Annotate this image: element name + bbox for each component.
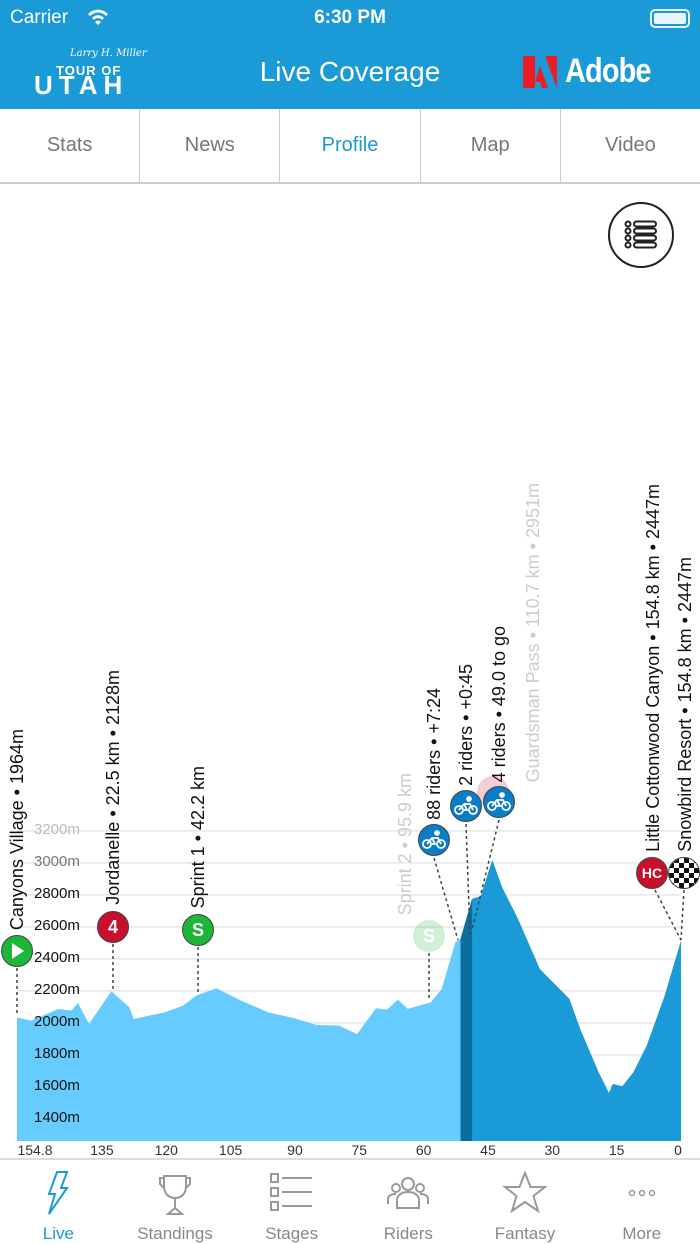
segment-tabs: Stats News Profile Map Video [0,109,700,184]
y-tick-label: 2400m [34,948,80,966]
status-bar: Carrier 6:30 PM [0,0,700,36]
group-marker-88[interactable] [418,824,450,856]
bike-icon [454,796,478,815]
marker-label: Sprint 2 • 95.9 km [395,772,415,915]
marker-label: Jordanelle • 22.5 km • 2128m [103,670,123,905]
x-tick-label: 154.8 [17,1142,53,1158]
tabbar-standings[interactable]: Standings [117,1160,234,1244]
tabbar-fantasy[interactable]: Fantasy [467,1160,584,1244]
marker-label: 88 riders • +7:24 [424,688,444,820]
x-tick-label: 105 [218,1142,243,1158]
y-tick-label: 1400m [34,1108,80,1126]
x-tick-label: 135 [90,1142,114,1158]
adobe-logo: Adobe [523,52,666,91]
bike-icon [422,830,446,849]
list-icon [624,220,657,249]
x-tick-label: 15 [608,1142,625,1158]
x-tick-label: 45 [480,1142,496,1158]
y-tick-label: 1800m [34,1044,80,1062]
marker-leader-line [465,823,471,936]
x-tick-label: 120 [154,1142,178,1158]
list-icon [269,1173,312,1211]
group-marker-4[interactable] [483,786,515,818]
sprint-marker-faded[interactable]: S [413,920,445,952]
y-tick-label: 3200m [34,820,80,838]
sprint-marker[interactable]: S [182,914,214,946]
current-segment-area [460,898,473,1141]
kom-marker-hc[interactable]: HC [636,857,668,889]
tab-news[interactable]: News [140,109,281,182]
bike-icon [487,792,511,811]
star-icon [502,1170,548,1214]
page-title: Live Coverage [259,56,441,87]
carrier: Carrier [10,7,69,28]
marker-leader-line [471,819,500,931]
start-marker[interactable] [1,935,33,967]
battery-icon [650,9,690,28]
marker-label: Canyons Village • 1964m [7,728,27,930]
y-tick-label: 2600m [34,916,80,934]
clock: 6:30 PM [314,7,386,28]
trophy-icon [159,1175,191,1215]
x-tick-label: 0 [674,1142,682,1158]
x-tick-label: 75 [351,1142,368,1158]
marker-label: Sprint 1 • 42.2 km [188,765,208,908]
play-icon [12,943,24,959]
x-tick-label: 30 [544,1142,561,1158]
y-tick-label: 2800m [34,884,80,902]
tab-map[interactable]: Map [421,109,561,182]
marker-label: Snowbird Resort • 154.8 km • 2447m [675,557,695,852]
marker-label: 2 riders • +0:45 [456,664,476,786]
tabbar-live[interactable]: Live [0,1160,117,1244]
marker-leader-line [680,889,685,941]
wifi-icon [88,9,108,25]
finish-marker[interactable] [668,857,700,889]
tab-stats[interactable]: Stats [0,109,141,182]
more-icon [628,1189,655,1197]
x-tick-label: 90 [287,1142,303,1158]
tour-of-utah-logo: Larry H. Miller TOUR OF UTAH [34,48,147,100]
group-icon [387,1177,430,1209]
group-marker-2[interactable] [450,790,482,822]
legend-menu-button[interactable] [608,202,674,268]
marker-leader-line [654,889,682,941]
marker-label: Guardsman Pass • 110.7 km • 2951m [523,482,543,782]
elevation-profile-chart [16,819,685,1141]
profile-remaining-area [460,859,681,1141]
bottom-tab-bar: Live Standings Stages Riders Fantasy Mor… [0,1158,700,1244]
y-tick-label: 2200m [34,980,80,998]
lightning-icon [47,1171,70,1215]
kom-marker-4[interactable]: 4 [97,911,129,943]
tabbar-stages[interactable]: Stages [233,1160,350,1244]
tab-video[interactable]: Video [605,134,656,156]
tabbar-more[interactable]: More [583,1160,700,1244]
profile-completed-area [17,938,461,1141]
marker-label: Little Cottonwood Canyon • 154.8 km • 24… [643,484,663,852]
tabbar-riders[interactable]: Riders [350,1160,467,1244]
y-tick-label: 2000m [34,1012,80,1030]
marker-leader-line [433,857,459,941]
marker-label: 4 riders • 49.0 to go [489,625,509,782]
y-tick-label: 3000m [34,852,80,870]
app-header: Larry H. Miller TOUR OF UTAH Live Coverage… [0,36,700,109]
x-tick-label: 60 [415,1142,432,1158]
tab-profile[interactable]: Profile [280,109,421,182]
y-tick-label: 1600m [34,1076,80,1094]
